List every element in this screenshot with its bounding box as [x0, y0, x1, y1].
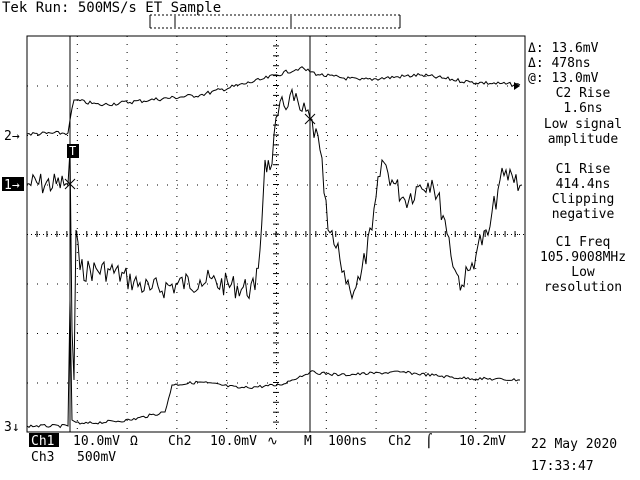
trigger-marker: T	[69, 144, 76, 158]
ch1-coupling: Ω	[130, 434, 138, 449]
measurement-name: C2 Rise	[556, 86, 611, 101]
trigger-source[interactable]: Ch2	[388, 434, 411, 449]
trigger-slope-icon: ⌠	[425, 433, 433, 449]
ch1-scale: 10.0mV	[73, 434, 120, 449]
measurement-c1-rise: C1 Rise 414.4ns Clipping negative	[552, 162, 615, 222]
measurement-note: amplitude	[548, 132, 619, 147]
ch3-scale: 500mV	[77, 450, 116, 465]
measurement-name: C1 Rise	[556, 162, 611, 177]
graticule-grid	[26, 35, 526, 433]
date: 22 May 2020	[531, 437, 617, 452]
timebase-value[interactable]: 100ns	[328, 434, 367, 449]
ch2-coupling: ∿	[267, 434, 278, 449]
measurement-note: negative	[552, 207, 615, 222]
ch1-ground-marker[interactable]: 1→	[4, 178, 20, 193]
ch3-waveform	[26, 299, 521, 429]
trigger-marker-bg	[67, 144, 79, 158]
timebase-label: M	[304, 434, 312, 449]
cursor-2-x-marker	[304, 113, 316, 125]
measurement-name: C1 Freq	[556, 235, 611, 250]
ch3-label[interactable]: Ch3	[31, 450, 54, 465]
measurement-note: Clipping	[552, 192, 615, 207]
measurement-value: 105.9008MHz	[540, 250, 626, 265]
cursor-at-voltage: @: 13.0mV	[528, 71, 599, 86]
measurement-note: Low	[571, 265, 595, 280]
ch1-marker-bg	[2, 177, 24, 191]
ch2-scale: 10.0mV	[210, 434, 257, 449]
measurement-note: Low signal	[544, 117, 622, 132]
time: 17:33:47	[531, 459, 594, 474]
acquisition-status: Tek Run: 500MS/s ET Sample	[2, 0, 221, 16]
measurement-value: 414.4ns	[556, 177, 611, 192]
trigger-level-arrow[interactable]	[514, 82, 520, 90]
cursor-delta-time: Δ: 478ns	[528, 56, 591, 71]
trigger-level: 10.2mV	[459, 434, 506, 449]
ch1-waveform	[26, 87, 523, 381]
measurement-note: resolution	[544, 280, 622, 295]
ch2-label[interactable]: Ch2	[168, 434, 191, 449]
ch3-ground-marker[interactable]: 3↓	[4, 420, 20, 435]
ch2-ground-marker[interactable]: 2→	[4, 129, 20, 144]
measurement-c1-freq: C1 Freq 105.9008MHz Low resolution	[540, 235, 626, 295]
cursor-delta-voltage: Δ: 13.6mV	[528, 41, 599, 56]
ch1-label[interactable]: Ch1	[31, 434, 54, 449]
cursor-1-x-marker	[64, 178, 76, 190]
measurement-c2-rise: C2 Rise 1.6ns Low signal amplitude	[544, 86, 622, 147]
ch2-waveform	[26, 66, 521, 136]
record-position-bracket	[149, 14, 401, 29]
measurement-value: 1.6ns	[563, 101, 602, 116]
ch1-label-bg	[29, 433, 59, 447]
